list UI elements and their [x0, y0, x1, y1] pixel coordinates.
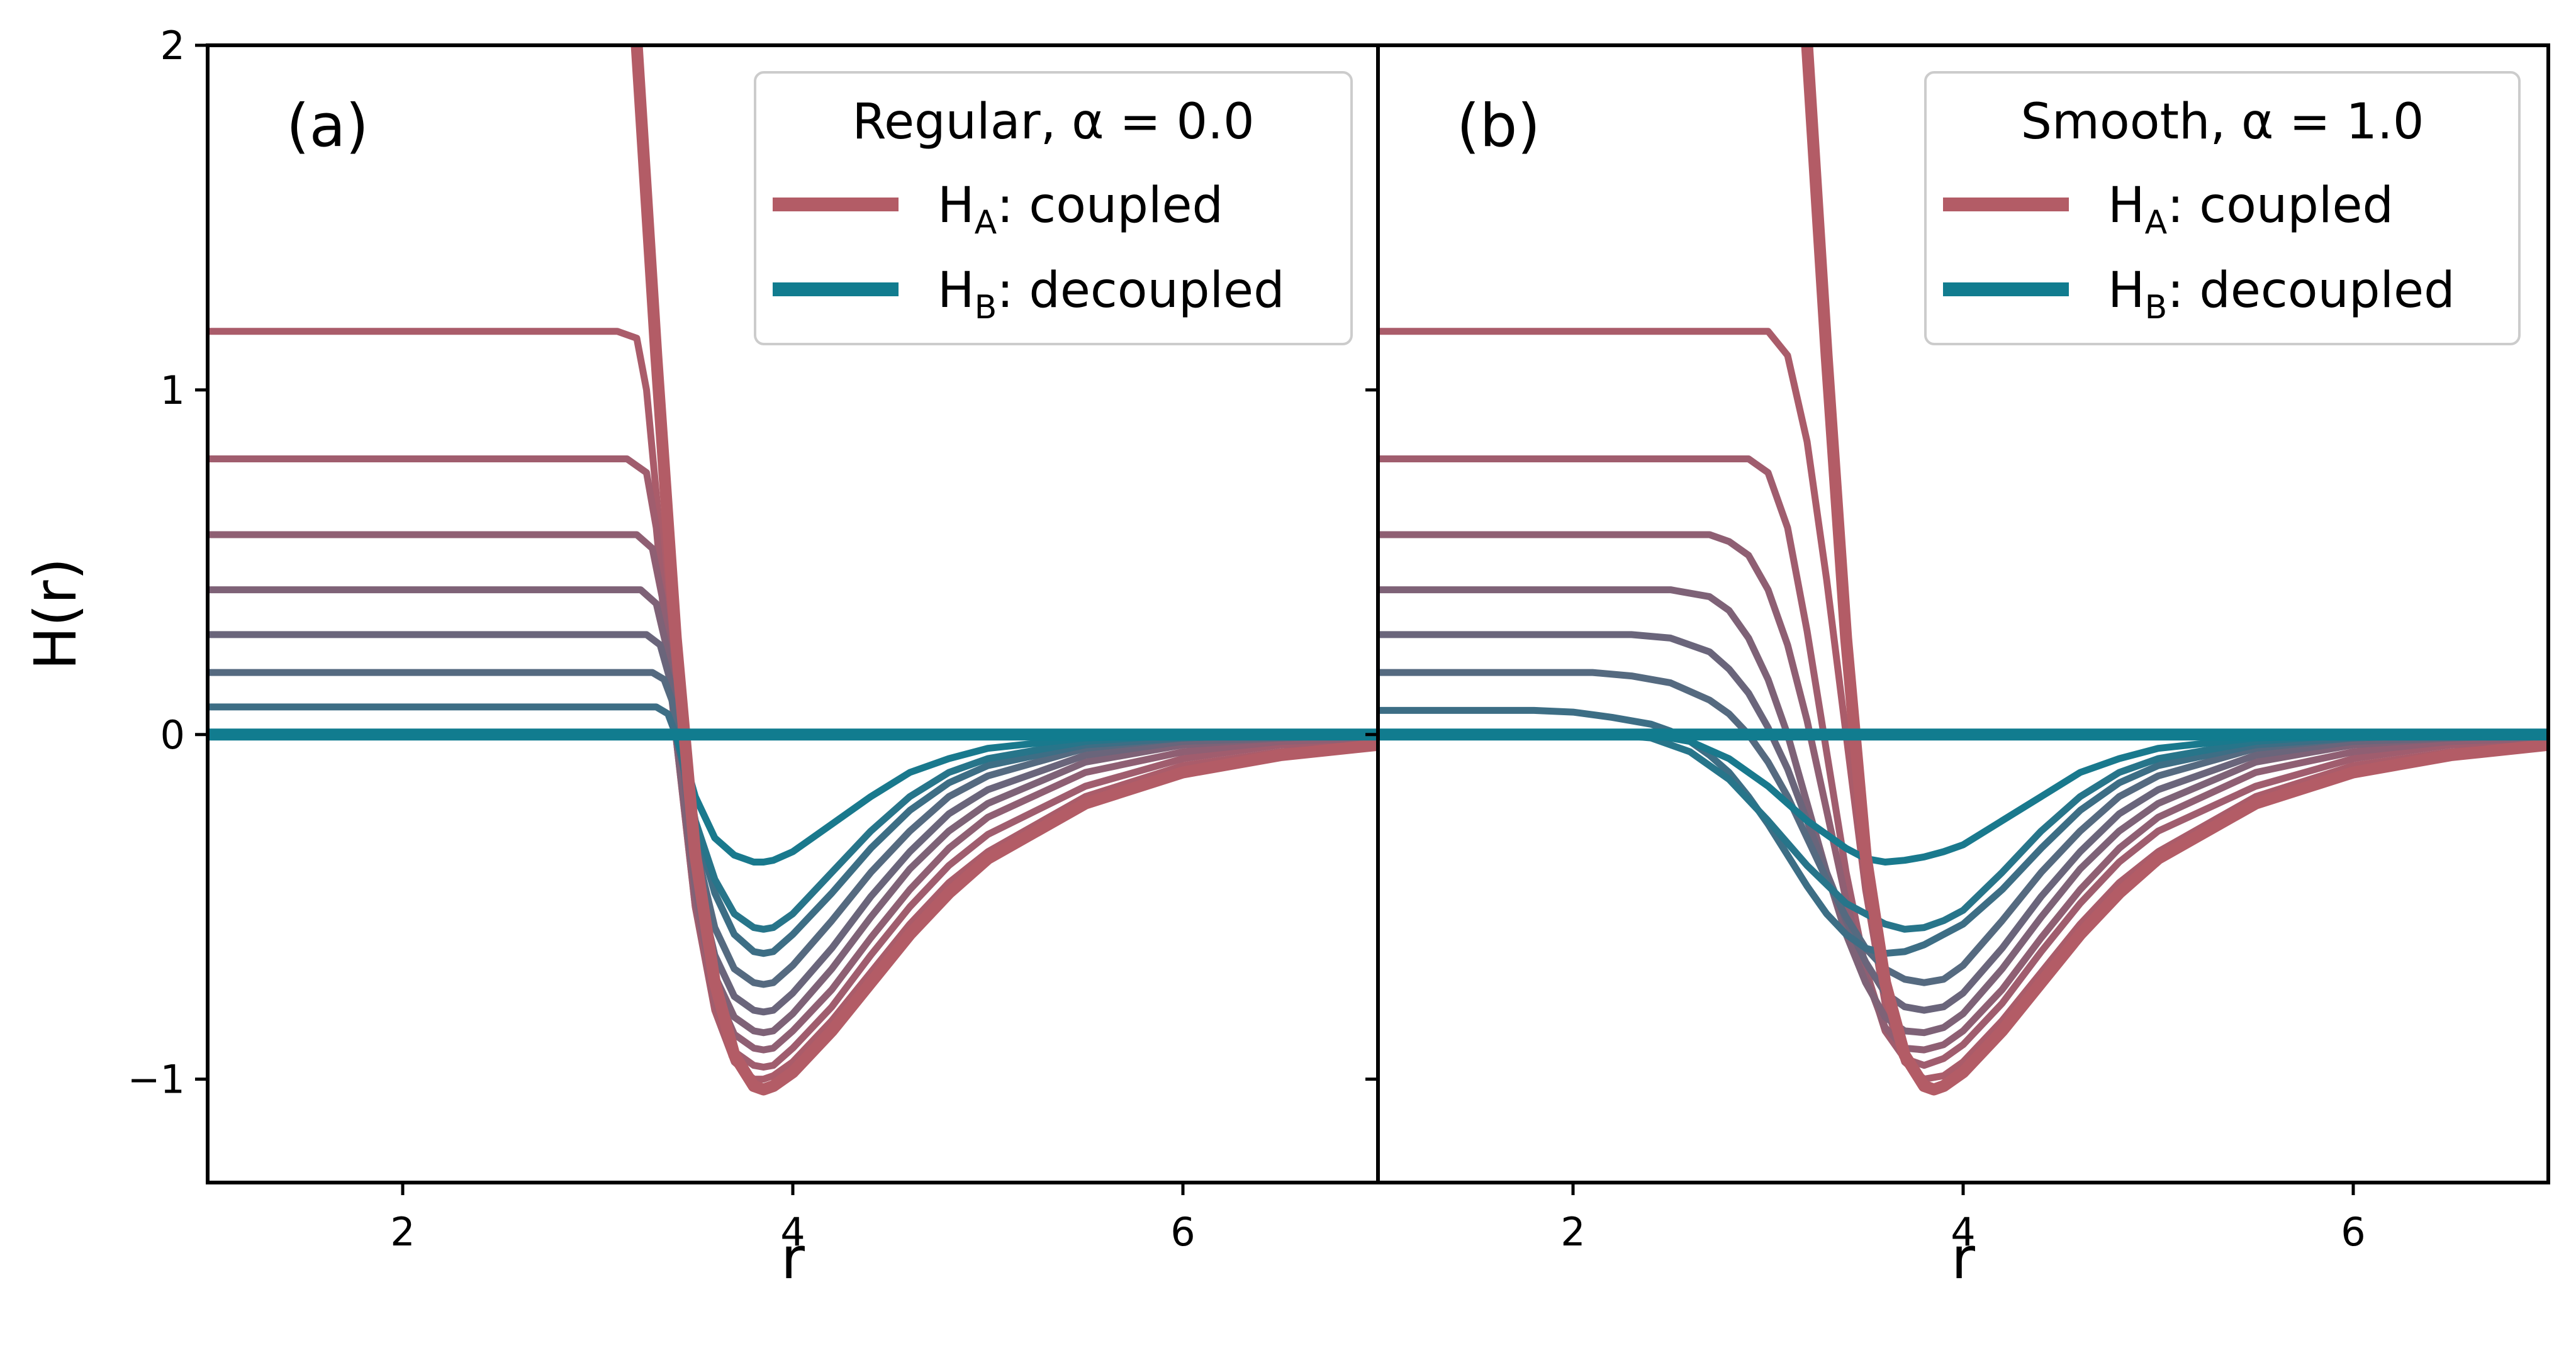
- panel-a-legend-label-coupled: HA: coupled: [938, 177, 1223, 242]
- panel-a-series-curve-1: [208, 328, 1378, 1083]
- legend-label-subscript: A: [2145, 204, 2168, 242]
- panel-b-xtick-label-6: 6: [2341, 1209, 2365, 1255]
- panel-a-series-curve-6: [208, 669, 1378, 988]
- legend-label-rest: : decoupled: [2167, 262, 2455, 319]
- panel-b-label: (b): [1457, 92, 1540, 160]
- legend-label-subscript: A: [975, 204, 997, 242]
- panel-b-legend-label-coupled: HA: coupled: [2108, 177, 2394, 242]
- panel-b-legend-title: Smooth, α = 1.0: [2021, 94, 2424, 150]
- panel-b-series-curve-2: [1378, 455, 2548, 1069]
- panel-b-xtick-label-2: 2: [1560, 1209, 1585, 1255]
- legend-label-rest: : decoupled: [997, 262, 1284, 319]
- panel-b-legend-box: [1924, 71, 2521, 345]
- panel-a-ytick-label-1: 1: [160, 367, 185, 413]
- panel-b-plot-area: [1378, 45, 2548, 1096]
- legend-label-subscript: B: [975, 289, 997, 326]
- panel-a-xtick-label-4: 4: [780, 1209, 805, 1255]
- panel-a-xtick-label-6: 6: [1170, 1209, 1195, 1255]
- panel-b-series-coupled: [1801, 45, 2548, 1096]
- panel-b-series-curve-8: [1378, 731, 2548, 933]
- legend-label-base: H: [938, 177, 975, 234]
- panel-b-series-curve-9: [1378, 731, 2548, 866]
- panel-a-ytick-label-0: 0: [160, 712, 185, 758]
- panel-a-plot-area: [208, 45, 1378, 1096]
- panel-a-ytick-label--1: −1: [128, 1057, 185, 1103]
- panel-b-series-curve-4: [1378, 586, 2548, 1037]
- panel-a-legend-label-decoupled: HB: decoupled: [938, 262, 1285, 326]
- panel-a-legend-title: Regular, α = 0.0: [852, 94, 1254, 150]
- legend-label-base: H: [938, 262, 975, 319]
- panel-b-xtick-label-4: 4: [1951, 1209, 1975, 1255]
- panel-b-series-curve-1: [1378, 328, 2548, 1083]
- legend-label-subscript: B: [2145, 289, 2168, 326]
- legend-label-base: H: [2108, 177, 2145, 234]
- legend-label-rest: : coupled: [2167, 177, 2394, 234]
- panel-a-xlabel: r: [781, 1225, 805, 1292]
- panel-a-label: (a): [286, 92, 369, 160]
- legend-label-rest: : coupled: [997, 177, 1223, 234]
- panel-a-xtick-label-2: 2: [390, 1209, 415, 1255]
- panel-a-ylabel: H(r): [22, 558, 89, 671]
- legend-label-base: H: [2108, 262, 2145, 319]
- panel-b-xlabel: r: [1951, 1225, 1975, 1292]
- panel-b-series-curve-3: [1378, 531, 2548, 1054]
- panel-a-series-coupled: [630, 45, 1378, 1096]
- panel-a-ytick-label-2: 2: [160, 23, 185, 69]
- panel-b-legend-label-decoupled: HB: decoupled: [2108, 262, 2455, 326]
- panel-a-legend-box: [754, 71, 1353, 345]
